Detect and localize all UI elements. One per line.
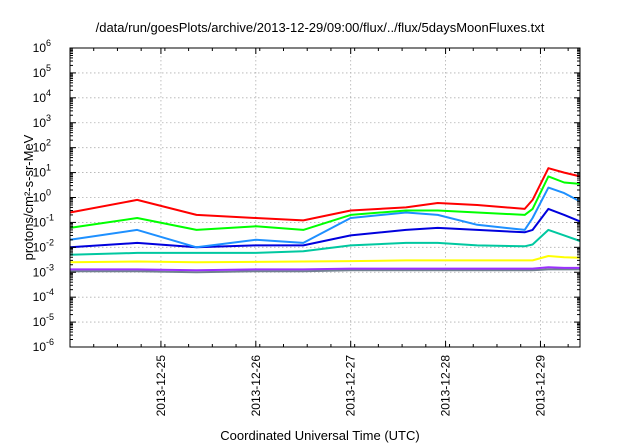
y-tick-label: 10-6 [33, 337, 54, 354]
x-tick-label: 2013-12-25 [154, 355, 168, 417]
grid-lines [70, 48, 580, 347]
y-tick-label: 104 [33, 88, 51, 105]
chart-title: /data/run/goesPlots/archive/2013-12-29/0… [95, 20, 545, 35]
x-axis-label: Coordinated Universal Time (UTC) [220, 428, 420, 443]
series-line-5 [69, 228, 581, 256]
y-axis-label: protons/cm²-s-sr-MeV [21, 134, 36, 260]
series-layer [69, 167, 581, 274]
series-line-1 [69, 167, 581, 222]
series-line-7 [70, 266, 580, 272]
y-tick-label: 103 [33, 113, 51, 130]
x-tick-label: 2013-12-28 [439, 355, 453, 417]
y-tick-label: 10-4 [33, 287, 54, 304]
series-line-3 [69, 186, 581, 249]
y-tick-label: 105 [33, 63, 51, 80]
axis-ticks: 10-610-510-410-310-210-11001011021031041… [33, 38, 580, 416]
x-tick-label: 2013-12-27 [344, 355, 358, 417]
series-line-6 [69, 255, 581, 264]
series-line-2 [69, 175, 581, 231]
y-tick-label: 10-3 [33, 262, 54, 279]
x-tick-label: 2013-12-26 [249, 355, 263, 417]
y-tick-label: 106 [33, 38, 51, 55]
y-tick-label: 10-5 [33, 312, 54, 329]
x-tick-label: 2013-12-29 [533, 355, 547, 417]
series-line-8 [70, 268, 580, 274]
